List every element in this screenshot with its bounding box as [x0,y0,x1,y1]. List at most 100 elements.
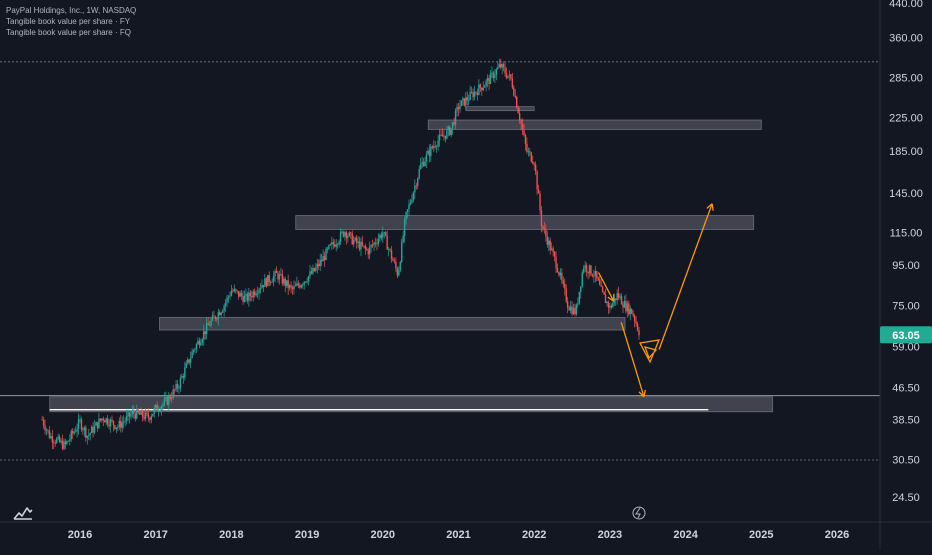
candle-body [487,78,488,81]
candle-body [334,244,335,246]
candle-body [113,421,114,426]
candle [152,414,153,417]
candle-body [541,211,542,226]
tradingview-logo-icon[interactable] [12,504,34,522]
candle-body [343,232,344,237]
y-tick-label: 95.00 [892,260,920,272]
candle-body [250,292,251,296]
candle-body [253,291,254,297]
candle-body [561,273,562,281]
zone-rectangle[interactable] [428,120,761,130]
candle-body [369,247,370,255]
candle-body [423,162,424,166]
candle-body [520,120,521,124]
candle-body [124,421,125,422]
candle-body [57,437,58,439]
candle-body [85,428,86,438]
candle-body [608,302,609,308]
candle-body [120,421,121,428]
candle-body [314,268,315,271]
candle-body [186,363,187,368]
zone-rectangle[interactable] [466,107,534,111]
candle-body [73,432,74,434]
candle-body [483,88,484,91]
candle-body [53,442,54,443]
candle-body [267,275,268,286]
candle [267,275,268,286]
candle-body [349,232,350,236]
candle-body [145,413,146,419]
candle-body [560,273,561,276]
candle-body [446,130,447,138]
candle-body [616,293,617,300]
candle-body [411,200,412,202]
candle-body [472,92,473,97]
candle-body [75,432,76,433]
indicator-fq[interactable]: Tangible book value per share · FQ [6,27,136,38]
candle-body [598,278,599,281]
candle-body [91,427,92,433]
y-tick-label: 24.50 [892,492,920,504]
candle-body [247,294,248,301]
candle-body [532,161,533,163]
candle-body [516,97,517,108]
candle-body [499,64,500,67]
candle-body [336,245,337,247]
candle-body [432,147,433,148]
candle-body [493,73,494,78]
candle-body [571,307,572,314]
candle-body [299,285,300,287]
candle-body [408,204,409,209]
candle-body [270,282,271,283]
candle [167,396,168,406]
candle-body [545,229,546,236]
candle-body [484,86,485,88]
candle-body [494,75,495,78]
candle-body [573,308,574,314]
candle-body [625,301,626,311]
candle-body [456,107,457,111]
candle-body [525,135,526,144]
candle-body [452,122,453,128]
candle-body [372,245,373,246]
candle-body [509,74,510,76]
candle-body [455,111,456,125]
candle-body [346,232,347,238]
candle-body [582,272,583,286]
symbol-title[interactable]: PayPal Holdings, Inc., 1W, NASDAQ [6,5,136,16]
candle-body [490,73,491,84]
candle-body [321,260,322,261]
candle-body [376,244,377,245]
candle-body [590,265,591,274]
candle-body [219,312,220,315]
indicator-fy[interactable]: Tangible book value per share · FY [6,16,136,27]
candle-body [188,359,189,362]
candle-body [433,146,434,148]
candle-body [609,306,610,308]
candle-body [567,302,568,308]
candle-body [401,242,402,262]
candle-body [344,232,345,236]
candle [516,96,517,109]
zone-rectangle[interactable] [296,215,754,229]
candle-body [595,271,596,276]
candle-body [544,228,545,229]
candle-body [615,298,616,300]
candle-body [47,430,48,431]
candle-body [235,289,236,290]
candle-body [283,279,284,284]
candle-body [360,242,361,249]
candle [401,239,402,264]
candle-body [248,292,249,300]
y-tick-label: 440.00 [889,0,923,10]
candle-body [151,416,152,419]
candle-body [593,276,594,277]
candle-body [244,296,245,302]
candle-body [82,429,83,430]
candle-body [66,441,67,444]
zone-rectangle[interactable] [159,317,625,330]
candle-body [394,261,395,262]
candle-body [398,270,399,275]
